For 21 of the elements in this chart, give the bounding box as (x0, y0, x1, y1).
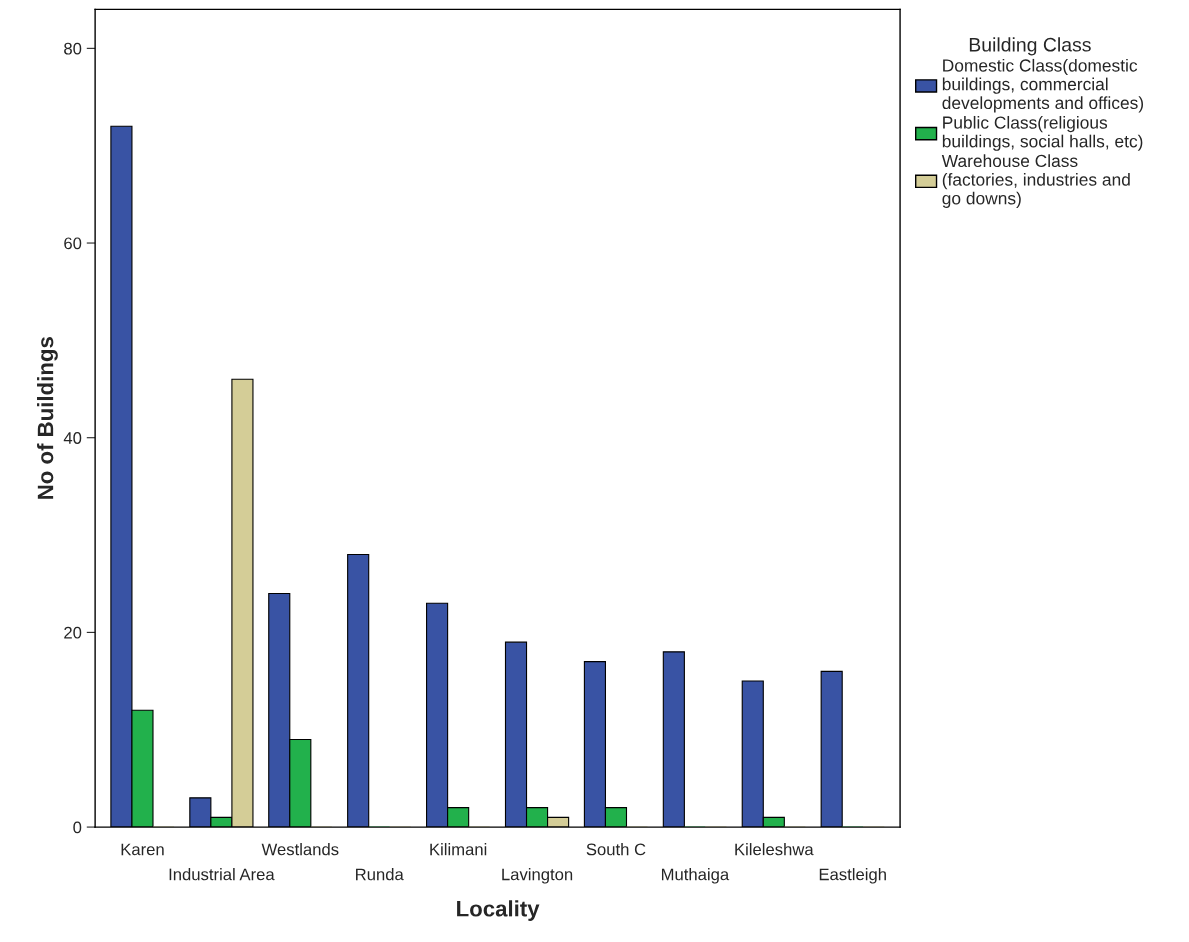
y-tick-label: 60 (64, 237, 82, 250)
y-tick-label: 40 (63, 432, 82, 444)
x-tick-label: Eastleigh (819, 868, 886, 884)
x-tick-label: South C (586, 843, 646, 856)
x-tick-label: Westlands (261, 843, 339, 856)
y-tick-label: 0 (73, 821, 82, 834)
x-tick-label: Muthaiga (661, 868, 730, 884)
legend-label: Public Class(religious buildings, social halls, etc) (942, 115, 1143, 151)
legend-label: Warehouse Class (factories, industries and go downs) (941, 154, 1130, 208)
x-tick-label: Runda (356, 868, 404, 881)
x-axis-title: Locality (457, 900, 540, 921)
x-tick-label: Industrial Area (169, 868, 275, 881)
x-tick-label: Kilimani (430, 843, 487, 856)
x-tick-label: Kileleshwa (735, 843, 814, 856)
x-tick-label: Karen (121, 843, 164, 856)
legend-label: Domestic Class(domestic buildings, commercial developments and offices) (942, 58, 1144, 113)
y-tick-label: 20 (64, 626, 82, 639)
y-axis-title: No of Buildings (37, 337, 58, 499)
x-tick-label: Lavington (502, 868, 573, 884)
y-tick-label: 80 (64, 42, 82, 55)
legend-title: Building Class (969, 37, 1091, 56)
